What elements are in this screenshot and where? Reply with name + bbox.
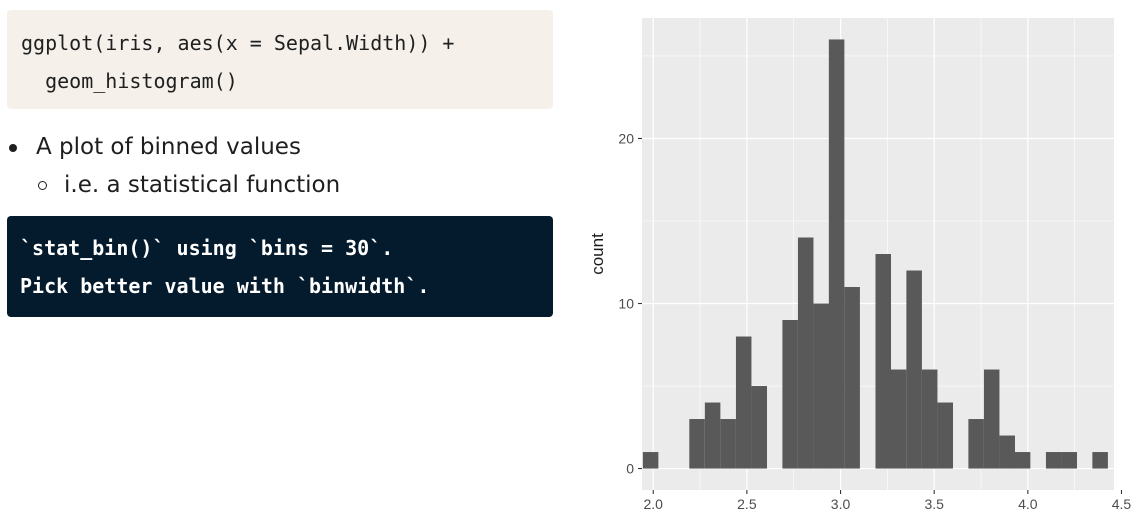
histogram-bar [735, 336, 752, 469]
x-tick-label: 2.5 [737, 496, 757, 512]
bullet-text: A plot of binned values [36, 134, 301, 160]
histogram-bar [844, 287, 860, 469]
histogram-bar [999, 435, 1015, 469]
y-tick-label: 10 [618, 296, 634, 312]
bars [642, 39, 1108, 469]
histogram-bar [968, 419, 984, 469]
histogram-bar [689, 419, 705, 469]
y-tick-label: 20 [618, 130, 634, 146]
histogram-chart: 0 10 20 2.0 2.5 3.0 3.5 4.0 4.5 count [580, 0, 1136, 520]
histogram-bar [704, 402, 721, 469]
y-tick-label: 0 [626, 461, 634, 477]
histogram-bar [890, 369, 907, 469]
sub-bullet-item: i.e. a statistical function [7, 166, 553, 204]
histogram-bar [797, 237, 814, 469]
x-tick-label: 4.5 [1112, 496, 1132, 512]
output-line-2: Pick better value with `binwidth`. [20, 274, 430, 298]
x-tick-label: 4.0 [1018, 496, 1038, 512]
code-line-2: geom_histogram() [21, 69, 238, 93]
histogram-bar [937, 402, 953, 469]
y-axis-label: count [588, 233, 607, 275]
sub-bullet-text: i.e. a statistical function [64, 172, 341, 198]
histogram-bar [1092, 452, 1108, 469]
histogram-bar [983, 369, 1000, 469]
histogram-bar [875, 254, 891, 469]
bullet-circle-icon [38, 181, 47, 190]
console-output: `stat_bin()` using `bins = 30`. Pick bet… [7, 216, 553, 317]
histogram-bar [921, 369, 938, 469]
histogram-bar [782, 320, 798, 469]
bullet-dot-icon [9, 144, 17, 152]
output-line-1: `stat_bin()` using `bins = 30`. [20, 236, 394, 260]
x-tick-label: 3.5 [924, 496, 944, 512]
histogram-bar [642, 452, 659, 469]
histogram-bar [906, 270, 922, 469]
x-tick-label: 3.0 [831, 496, 851, 512]
histogram-bar [1014, 452, 1031, 469]
code-line-1: ggplot(iris, aes(x = Sepal.Width)) + [21, 31, 455, 55]
x-axis: 2.0 2.5 3.0 3.5 4.0 4.5 [644, 490, 1132, 512]
histogram-bar [828, 39, 845, 469]
x-tick-label: 2.0 [644, 496, 664, 512]
bullet-list: A plot of binned values i.e. a statistic… [7, 128, 553, 204]
histogram-svg: 0 10 20 2.0 2.5 3.0 3.5 4.0 4.5 count [588, 18, 1132, 512]
histogram-bar [1045, 452, 1062, 469]
histogram-bar [813, 303, 830, 469]
y-axis: 0 10 20 [618, 130, 642, 477]
bullet-item: A plot of binned values [7, 128, 553, 166]
histogram-bar [751, 386, 768, 469]
histogram-bar [1061, 452, 1077, 469]
code-block: ggplot(iris, aes(x = Sepal.Width)) + geo… [7, 10, 553, 109]
histogram-bar [720, 419, 736, 469]
